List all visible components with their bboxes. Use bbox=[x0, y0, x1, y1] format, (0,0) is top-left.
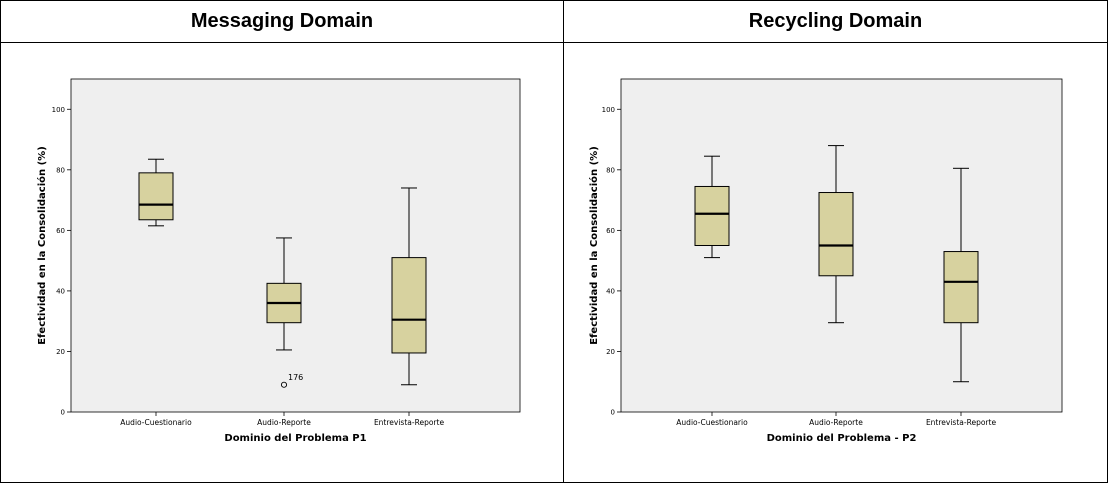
x-axis-title: Dominio del Problema P1 bbox=[224, 433, 366, 444]
iqr-box bbox=[391, 257, 427, 354]
recycling-header: Recycling Domain bbox=[564, 1, 1107, 43]
category-label: Audio-Reporte bbox=[809, 418, 863, 427]
box-2: Audio-Reporte bbox=[809, 145, 863, 427]
category-label: Entrevista-Reporte bbox=[374, 418, 445, 427]
box-1: Audio-Cuestionario bbox=[120, 158, 192, 427]
y-tick-label: 0 bbox=[611, 409, 615, 417]
recycling-column: Recycling Domain 0 20 40 60 80 100 Efectividad… bbox=[564, 1, 1107, 482]
y-tick-label: 60 bbox=[606, 227, 615, 235]
y-tick-label: 80 bbox=[606, 166, 615, 174]
y-tick-label: 40 bbox=[606, 287, 615, 295]
plot-area bbox=[70, 78, 521, 413]
messaging-column: Messaging Domain 0 20 40 60 80 100 Efectividad… bbox=[1, 1, 564, 482]
box-2: Audio-Reporte 176 bbox=[257, 237, 311, 427]
category-label: Audio-Cuestionario bbox=[120, 418, 192, 427]
y-tick-label: 60 bbox=[56, 227, 65, 235]
y-axis-title: Efectividad en la Consolidación (%) bbox=[36, 146, 48, 345]
box-3: Entrevista-Reporte bbox=[926, 167, 997, 427]
messaging-header: Messaging Domain bbox=[1, 1, 563, 43]
y-tick-label: 100 bbox=[602, 106, 615, 114]
box-1: Audio-Cuestionario bbox=[676, 155, 748, 427]
outlier-label: 176 bbox=[288, 373, 303, 382]
y-tick-label: 80 bbox=[56, 166, 65, 174]
messaging-boxplot: 0 20 40 60 80 100 Efectividad en la Consolidac… bbox=[36, 78, 521, 444]
y-tick-label: 20 bbox=[606, 348, 615, 356]
iqr-box bbox=[138, 172, 174, 221]
recycling-boxplot: 0 20 40 60 80 100 Efectividad en la Consolidac… bbox=[588, 78, 1063, 444]
y-tick-label: 20 bbox=[56, 348, 65, 356]
y-tick-label: 40 bbox=[56, 287, 65, 295]
y-tick-label: 0 bbox=[61, 409, 65, 417]
iqr-box bbox=[943, 251, 979, 324]
category-label: Audio-Cuestionario bbox=[676, 418, 748, 427]
outlier-point bbox=[280, 381, 288, 388]
category-label: Audio-Reporte bbox=[257, 418, 311, 427]
box-3: Entrevista-Reporte bbox=[374, 187, 445, 427]
iqr-box bbox=[694, 185, 730, 247]
y-axis-title: Efectividad en la Consolidación (%) bbox=[588, 146, 600, 345]
y-tick-label: 100 bbox=[52, 106, 65, 114]
x-axis-title: Dominio del Problema - P2 bbox=[767, 433, 917, 444]
iqr-box bbox=[818, 192, 854, 277]
category-label: Entrevista-Reporte bbox=[926, 418, 997, 427]
